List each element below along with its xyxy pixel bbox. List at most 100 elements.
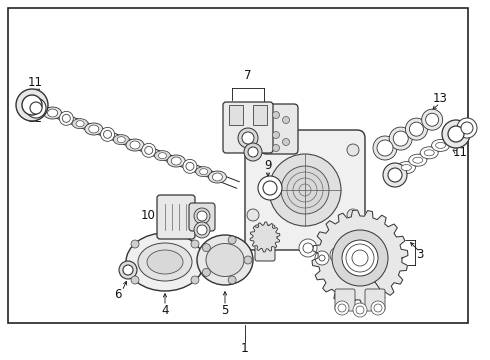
- Text: 12: 12: [452, 131, 467, 144]
- Circle shape: [299, 239, 317, 257]
- Ellipse shape: [397, 162, 416, 174]
- Circle shape: [410, 122, 423, 136]
- Ellipse shape: [147, 250, 183, 274]
- Circle shape: [272, 112, 279, 118]
- Ellipse shape: [76, 121, 84, 127]
- Ellipse shape: [44, 107, 62, 119]
- Ellipse shape: [130, 141, 140, 149]
- Circle shape: [26, 98, 46, 118]
- Circle shape: [347, 209, 359, 221]
- Circle shape: [194, 208, 210, 224]
- Ellipse shape: [167, 155, 185, 167]
- Text: 1: 1: [241, 342, 249, 355]
- Ellipse shape: [196, 167, 212, 177]
- Ellipse shape: [154, 151, 171, 161]
- Bar: [229, 105, 243, 125]
- Circle shape: [263, 181, 277, 195]
- FancyBboxPatch shape: [365, 289, 385, 311]
- Bar: [253, 105, 267, 125]
- Circle shape: [228, 236, 236, 244]
- FancyBboxPatch shape: [262, 104, 298, 154]
- Circle shape: [342, 240, 378, 276]
- Circle shape: [244, 143, 262, 161]
- Circle shape: [371, 301, 385, 315]
- Circle shape: [281, 166, 329, 214]
- Circle shape: [272, 131, 279, 139]
- Circle shape: [123, 265, 133, 275]
- Ellipse shape: [432, 139, 450, 152]
- Circle shape: [442, 120, 470, 148]
- Circle shape: [202, 268, 210, 276]
- Ellipse shape: [72, 119, 88, 129]
- Circle shape: [374, 304, 382, 312]
- FancyBboxPatch shape: [223, 102, 273, 153]
- Ellipse shape: [420, 147, 438, 159]
- Ellipse shape: [212, 173, 222, 181]
- Circle shape: [242, 132, 254, 144]
- Circle shape: [103, 130, 112, 138]
- Circle shape: [319, 255, 325, 261]
- Circle shape: [303, 243, 313, 253]
- Circle shape: [145, 146, 153, 154]
- Circle shape: [356, 306, 364, 314]
- Ellipse shape: [401, 165, 412, 171]
- Text: 6: 6: [114, 288, 122, 302]
- Ellipse shape: [158, 153, 167, 159]
- Circle shape: [389, 127, 412, 150]
- Circle shape: [315, 251, 329, 265]
- Text: 11: 11: [27, 76, 43, 89]
- FancyBboxPatch shape: [157, 195, 195, 239]
- Circle shape: [332, 230, 388, 286]
- Circle shape: [388, 168, 402, 182]
- Circle shape: [183, 159, 197, 173]
- FancyBboxPatch shape: [245, 130, 365, 250]
- Ellipse shape: [85, 123, 103, 135]
- FancyBboxPatch shape: [255, 225, 275, 261]
- Text: 5: 5: [221, 303, 229, 316]
- Text: 13: 13: [433, 91, 447, 104]
- Circle shape: [347, 144, 359, 156]
- Circle shape: [353, 303, 367, 317]
- Circle shape: [62, 114, 71, 122]
- Ellipse shape: [199, 169, 208, 175]
- Ellipse shape: [413, 157, 423, 163]
- Text: 2: 2: [378, 288, 386, 302]
- Ellipse shape: [126, 233, 204, 291]
- Ellipse shape: [138, 243, 192, 281]
- Circle shape: [228, 276, 236, 284]
- Circle shape: [346, 244, 374, 272]
- Ellipse shape: [171, 157, 181, 165]
- Circle shape: [186, 162, 194, 170]
- Circle shape: [142, 143, 156, 157]
- Text: 4: 4: [161, 303, 169, 316]
- Ellipse shape: [424, 150, 434, 156]
- Circle shape: [338, 304, 346, 312]
- Circle shape: [258, 176, 282, 200]
- Circle shape: [22, 95, 42, 115]
- Circle shape: [248, 147, 258, 157]
- Circle shape: [100, 127, 115, 141]
- Text: 11: 11: [452, 145, 467, 158]
- Circle shape: [334, 251, 342, 259]
- Ellipse shape: [117, 137, 125, 143]
- Circle shape: [197, 225, 207, 235]
- Ellipse shape: [206, 243, 244, 276]
- Ellipse shape: [197, 235, 253, 285]
- Polygon shape: [312, 210, 408, 306]
- Circle shape: [457, 118, 477, 138]
- Circle shape: [119, 261, 137, 279]
- Text: 10: 10: [141, 208, 155, 221]
- Circle shape: [197, 211, 207, 221]
- Ellipse shape: [113, 135, 129, 145]
- Circle shape: [131, 276, 139, 284]
- Circle shape: [244, 256, 252, 264]
- Circle shape: [59, 111, 74, 125]
- Circle shape: [191, 240, 199, 248]
- Circle shape: [377, 140, 393, 156]
- Circle shape: [247, 209, 259, 221]
- Text: 8: 8: [245, 112, 252, 125]
- Circle shape: [421, 109, 442, 130]
- Circle shape: [461, 122, 473, 134]
- Circle shape: [30, 102, 42, 114]
- Ellipse shape: [89, 125, 99, 133]
